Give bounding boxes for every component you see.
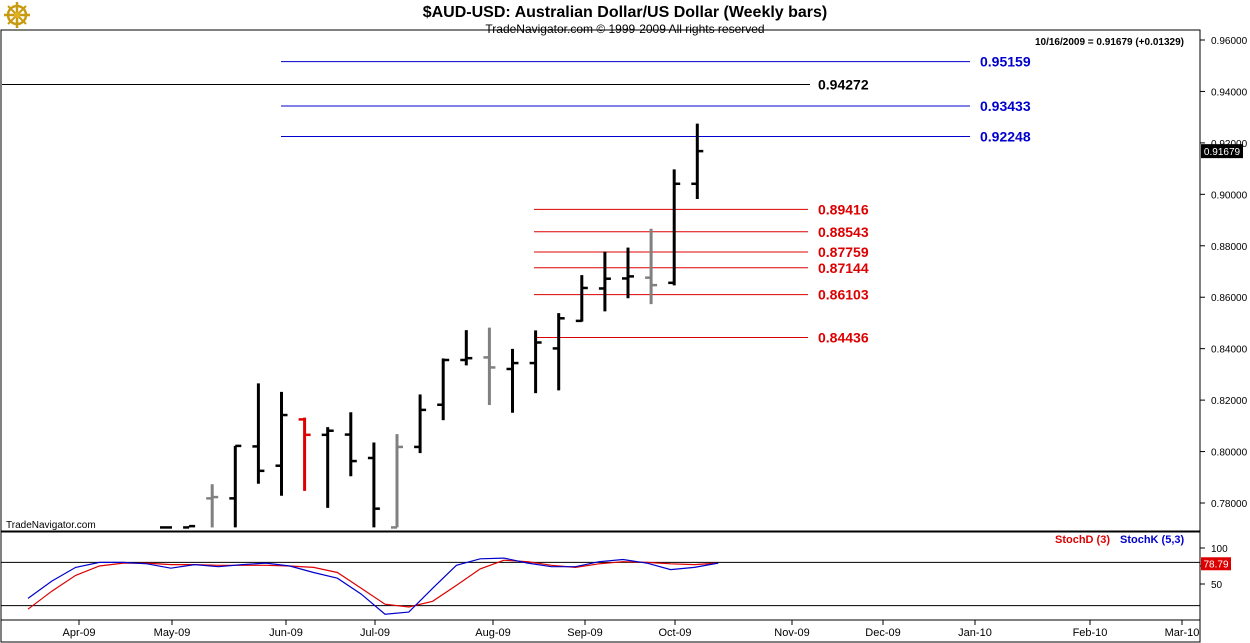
ohlc-bar: [575, 275, 588, 323]
last-price-label: 0.91679: [1204, 147, 1241, 158]
date-tick-label: Nov-09: [774, 627, 809, 639]
chart-title: $AUD-USD: Australian Dollar/US Dollar (W…: [423, 4, 828, 21]
price-axis: 0.960000.940000.920000.900000.880000.860…: [1200, 36, 1248, 510]
stoch-series-line: [27, 557, 719, 615]
ohlc-bar: [321, 427, 334, 508]
date-tick-label: Aug-09: [475, 627, 510, 639]
level-label: 0.93433: [980, 98, 1031, 114]
stoch-axis: 100755078.79: [1200, 544, 1231, 591]
copyright-text: TradeNavigator.com © 1999-2009 All right…: [485, 22, 764, 36]
date-tick-label: Dec-09: [865, 627, 900, 639]
stoch-layer: [1, 557, 1200, 615]
last-quote-readout: 10/16/2009 = 0.91679 (+0.01329): [1035, 37, 1184, 48]
date-tick-label: Jun-09: [269, 627, 303, 639]
price-tick-label: 0.88000: [1211, 242, 1248, 253]
price-tick-label: 0.82000: [1211, 396, 1248, 407]
level-label: 0.89416: [818, 201, 869, 217]
date-tick-label: May-09: [154, 627, 191, 639]
date-axis: Apr-09 May-09 Jun-09 Jul-09 Aug-09 Sep-09 Oct-…: [62, 620, 1199, 639]
ohlc-bar: [252, 383, 265, 484]
legend-stochd: StochD (3): [1055, 534, 1110, 546]
level-label: 0.94272: [818, 76, 869, 92]
level-label: 0.86103: [818, 287, 869, 303]
ohlc-bar: [506, 348, 519, 413]
last-stoch-label: 78.79: [1203, 559, 1228, 570]
levels-layer: 0.95159 0.94272 0.93433 0.92248 0.89416 0.885…: [2, 54, 1031, 345]
price-tick-label: 0.96000: [1211, 36, 1248, 47]
last-stoch-box: [1201, 557, 1231, 571]
level-label: 0.88543: [818, 224, 869, 240]
ohlc-bar: [229, 444, 242, 528]
ohlc-bar: [298, 417, 311, 491]
level-label: 0.87759: [818, 244, 869, 260]
ohlc-bar: [414, 394, 427, 454]
bars-layer: [160, 123, 704, 529]
ohlc-bar: [668, 169, 681, 286]
ohlc-bar: [367, 442, 380, 528]
date-tick-label: Oct-09: [658, 627, 691, 639]
stoch-series-line: [27, 559, 719, 610]
stoch-panel-frame: [0, 531, 1201, 621]
legend-layer: StochD (3) StochK (5,3): [1055, 534, 1185, 546]
ohlc-bar: [275, 391, 288, 496]
level-label: 0.95159: [980, 54, 1031, 70]
date-tick-label: Apr-09: [62, 627, 95, 639]
last-price-box: [1201, 144, 1243, 159]
stoch-tick-label: 100: [1211, 544, 1228, 555]
watermark-text: TradeNavigator.com: [6, 520, 96, 531]
price-tick-label: 0.90000: [1211, 190, 1248, 201]
ohlc-bar: [344, 412, 357, 477]
date-tick-label: Mar-10: [1165, 627, 1200, 639]
legend-stochk: StochK (5,3): [1120, 534, 1185, 546]
ohlc-bar: [552, 313, 565, 391]
ohlc-bar: [460, 330, 473, 366]
date-tick-label: Feb-10: [1073, 627, 1108, 639]
price-tick-label: 0.80000: [1211, 448, 1248, 459]
date-tick-label: Jan-10: [958, 627, 992, 639]
ohlc-bar: [622, 247, 634, 299]
date-tick-label: Jul-09: [360, 627, 390, 639]
ohlc-bar: [183, 524, 196, 529]
level-label: 0.84436: [818, 329, 869, 345]
level-label: 0.92248: [980, 129, 1031, 145]
price-tick-label: 0.86000: [1211, 293, 1248, 304]
ohlc-bar: [691, 123, 704, 199]
ohlc-bar: [206, 484, 219, 528]
ohlc-bar: [483, 327, 496, 405]
axis-area-bottom: [0, 619, 1201, 643]
ohlc-bar: [529, 330, 542, 394]
ohlc-bar: [598, 251, 611, 312]
date-tick-label: Sep-09: [567, 627, 602, 639]
price-tick-label: 0.94000: [1211, 87, 1248, 98]
stoch-tick-label: 50: [1211, 580, 1223, 591]
ship-wheel-icon: [4, 2, 30, 28]
price-tick-label: 0.84000: [1211, 345, 1248, 356]
ohlc-bar: [437, 358, 450, 421]
level-label: 0.87144: [818, 260, 869, 276]
ohlc-bar: [645, 228, 658, 305]
ohlc-bar: [391, 434, 403, 529]
price-tick-label: 0.78000: [1211, 499, 1248, 510]
